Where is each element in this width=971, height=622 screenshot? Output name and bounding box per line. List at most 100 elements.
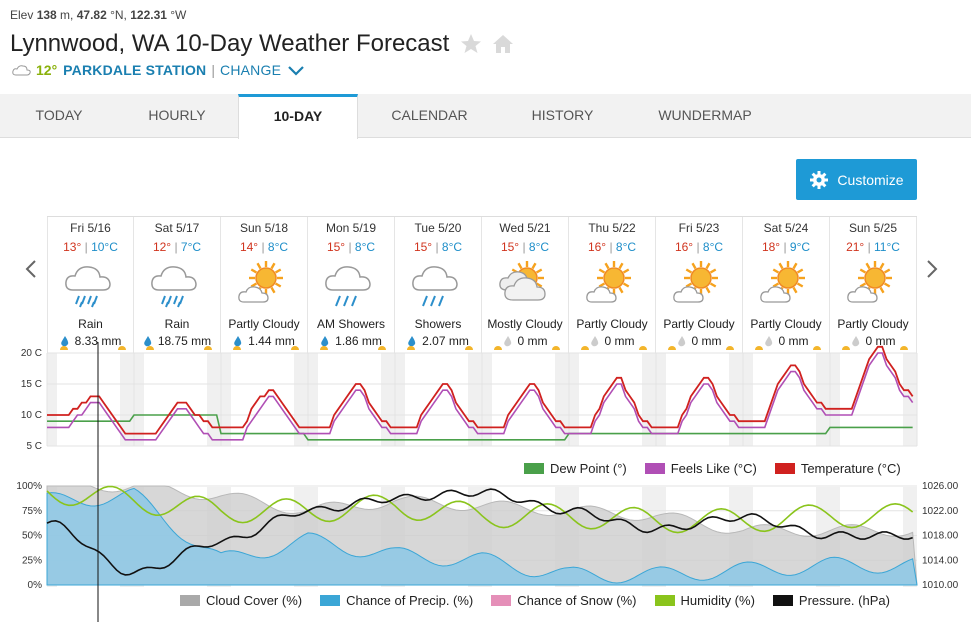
day-column[interactable]: Tue 5/20 15° | 8°C Showers 2.07 mm <box>395 217 482 353</box>
previous-arrow[interactable] <box>24 258 38 286</box>
rain-icon <box>151 266 197 308</box>
cloud-icon <box>12 65 31 76</box>
home-icon[interactable] <box>491 32 515 56</box>
legend-swatch <box>524 463 544 474</box>
condition-label: AM Showers <box>316 317 386 331</box>
sunrise-icon <box>668 346 676 350</box>
day-column[interactable]: Sun 5/25 21° | 11°C Partly Cloudy 0 mm <box>830 217 917 353</box>
station-separator: | <box>211 62 216 78</box>
night-band <box>120 353 134 446</box>
tab-hourly[interactable]: HOURLY <box>148 107 206 123</box>
legend-label: Cloud Cover (%) <box>206 593 303 608</box>
y-tick-label: 15 C <box>21 379 42 390</box>
y-tick-label: 100% <box>16 481 42 492</box>
change-station-link[interactable]: CHANGE <box>220 62 282 78</box>
day-column[interactable]: Wed 5/21 15° | 8°C Mostly Cloudy 0 mm <box>482 217 569 353</box>
day-column[interactable]: Sat 5/17 12° | 7°C Rain 18.75 mm <box>134 217 221 353</box>
latitude-value: 47.82 <box>76 8 107 22</box>
night-band <box>743 353 753 446</box>
y-tick-label: 5 C <box>26 441 42 452</box>
legend-item[interactable]: Humidity (%) <box>654 593 755 608</box>
legend-item[interactable]: Chance of Precip. (%) <box>320 593 473 608</box>
sun-markers <box>842 346 908 350</box>
latitude-unit: °N, <box>106 8 131 22</box>
partly-cloudy-icon <box>238 261 283 303</box>
legend-item[interactable]: Cloud Cover (%) <box>180 593 302 608</box>
day-column[interactable]: Sat 5/24 18° | 9°C Partly Cloudy 0 mm <box>743 217 830 353</box>
tab-10-day[interactable]: 10-DAY <box>238 94 358 139</box>
day-temperatures: 16° | 8°C <box>656 240 742 254</box>
temp-separator: | <box>867 240 875 254</box>
y-tick-label-right: 1026.00 <box>922 481 959 492</box>
temp-separator: | <box>84 240 92 254</box>
precip-value: 8.33 mm <box>74 334 122 348</box>
tab-wundermap[interactable]: WUNDERMAP <box>658 107 752 123</box>
tab-history[interactable]: HISTORY <box>531 107 594 123</box>
day-column[interactable]: Fri 5/23 16° | 8°C Partly Cloudy 0 mm <box>656 217 743 353</box>
raindrop-icon <box>503 336 511 347</box>
raindrop-icon <box>321 336 329 347</box>
precip-amount: 0 mm <box>656 334 742 348</box>
customize-label: Customize <box>837 171 904 188</box>
legend-swatch <box>320 595 341 606</box>
day-temperatures: 15° | 8°C <box>482 240 568 254</box>
partly-cloudy-icon <box>586 261 631 303</box>
temp-separator: | <box>696 240 703 254</box>
elevation-unit: m, <box>56 8 77 22</box>
sunrise-icon <box>407 346 415 350</box>
y-tick-label: 0% <box>28 580 43 591</box>
condition-label: Rain <box>164 317 190 331</box>
day-column[interactable]: Thu 5/22 16° | 8°C Partly Cloudy 0 mm <box>569 217 656 353</box>
precip-amount: 2.07 mm <box>395 334 481 348</box>
legend-swatch <box>491 595 512 606</box>
precip-value: 0 mm <box>691 334 722 348</box>
night-band <box>221 353 231 446</box>
tab-today[interactable]: TODAY <box>35 107 83 123</box>
favorite-star-icon[interactable] <box>459 32 483 56</box>
day-column[interactable]: Sun 5/18 14° | 8°C Partly Cloudy 1.44 mm <box>221 217 308 353</box>
sun-markers <box>146 346 212 350</box>
high-temp: 12° <box>152 240 172 254</box>
chevron-down-icon[interactable] <box>287 64 305 76</box>
precip-value: 0 mm <box>604 334 635 348</box>
day-name: Sat 5/17 <box>154 221 200 235</box>
temp-separator: | <box>783 240 790 254</box>
sun-markers <box>233 346 299 350</box>
night-band <box>555 353 569 446</box>
sunrise-icon <box>320 346 328 350</box>
precip-value: 0 mm <box>865 334 896 348</box>
legend-item[interactable]: Temperature (°C) <box>774 461 901 476</box>
day-column[interactable]: Fri 5/16 13° | 10°C Rain 8.33 mm <box>47 217 134 353</box>
legend-label: Chance of Snow (%) <box>517 593 637 608</box>
legend-item[interactable]: Pressure. (hPa) <box>772 593 890 608</box>
sunrise-icon <box>581 346 589 350</box>
sun-markers <box>320 346 386 350</box>
station-name[interactable]: PARKDALE STATION <box>63 62 207 78</box>
tab-calendar[interactable]: CALENDAR <box>391 107 468 123</box>
night-band <box>729 353 743 446</box>
night-band <box>569 353 579 446</box>
next-arrow[interactable] <box>925 258 939 286</box>
day-temperatures: 18° | 9°C <box>743 240 829 254</box>
sun-markers <box>60 346 126 350</box>
legend-item[interactable]: Chance of Snow (%) <box>491 593 637 608</box>
day-name: Sun 5/18 <box>239 221 289 235</box>
legend-label: Temperature (°C) <box>800 461 901 476</box>
legend-item[interactable]: Dew Point (°) <box>524 461 627 476</box>
gear-icon <box>810 170 829 189</box>
legend-item[interactable]: Feels Like (°C) <box>644 461 757 476</box>
day-name: Sat 5/24 <box>763 221 809 235</box>
raindrop-icon <box>144 336 152 347</box>
sunrise-icon <box>60 346 68 350</box>
day-column[interactable]: Mon 5/19 15° | 8°C AM Showers 1.86 mm <box>308 217 395 353</box>
day-strip: Fri 5/16 13° | 10°C Rain 8.33 mm Sat 5/1… <box>47 216 917 353</box>
legend-swatch <box>654 595 675 606</box>
precip-amount: 8.33 mm <box>48 334 133 348</box>
customize-button[interactable]: Customize <box>796 159 917 200</box>
day-name: Thu 5/22 <box>588 221 636 235</box>
sunrise-icon <box>146 346 154 350</box>
low-temp: 10°C <box>91 240 118 254</box>
low-temp: 7°C <box>180 240 202 254</box>
pressure-line <box>46 488 913 576</box>
day-temperatures: 15° | 8°C <box>308 240 394 254</box>
